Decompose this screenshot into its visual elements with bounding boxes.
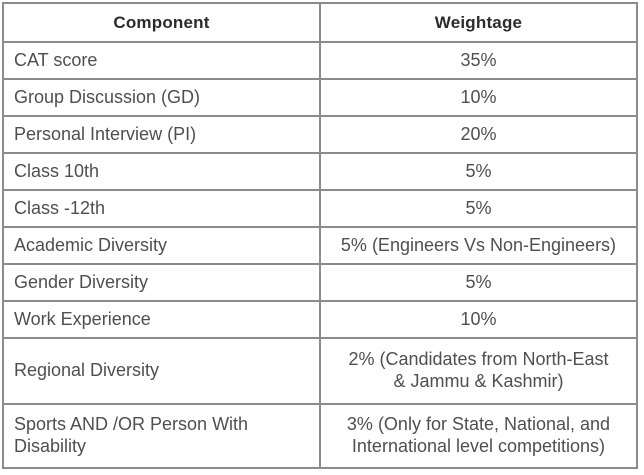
weightage-cell: 5% bbox=[319, 263, 638, 302]
component-cell: Sports AND /OR Person With Disability bbox=[2, 403, 321, 469]
column-header-weightage: Weightage bbox=[319, 2, 638, 43]
weightage-cell: 2% (Candidates from North-East & Jammu &… bbox=[319, 337, 638, 405]
table-row: Group Discussion (GD) 10% bbox=[2, 78, 638, 117]
weightage-cell: 5% (Engineers Vs Non-Engineers) bbox=[319, 226, 638, 265]
weightage-cell: 5% bbox=[319, 152, 638, 191]
component-cell: Gender Diversity bbox=[2, 263, 321, 302]
table-row: Academic Diversity 5% (Engineers Vs Non-… bbox=[2, 226, 638, 265]
component-cell: Class -12th bbox=[2, 189, 321, 228]
component-cell: Group Discussion (GD) bbox=[2, 78, 321, 117]
weightage-cell: 3% (Only for State, National, and Intern… bbox=[319, 403, 638, 469]
table-row: Gender Diversity 5% bbox=[2, 263, 638, 302]
table-row: Class -12th 5% bbox=[2, 189, 638, 228]
weightage-table: Component Weightage CAT score 35% Group … bbox=[2, 2, 638, 469]
table-row: Personal Interview (PI) 20% bbox=[2, 115, 638, 154]
weightage-cell: 35% bbox=[319, 41, 638, 80]
table-row: Class 10th 5% bbox=[2, 152, 638, 191]
table-row: Sports AND /OR Person With Disability 3%… bbox=[2, 403, 638, 469]
weightage-cell: 20% bbox=[319, 115, 638, 154]
table-row: CAT score 35% bbox=[2, 41, 638, 80]
weightage-cell: 5% bbox=[319, 189, 638, 228]
component-cell: CAT score bbox=[2, 41, 321, 80]
component-cell: Academic Diversity bbox=[2, 226, 321, 265]
component-cell: Regional Diversity bbox=[2, 337, 321, 405]
weightage-cell: 10% bbox=[319, 78, 638, 117]
component-cell: Class 10th bbox=[2, 152, 321, 191]
table-row: Work Experience 10% bbox=[2, 300, 638, 339]
header-row: Component Weightage bbox=[2, 2, 638, 43]
component-cell: Work Experience bbox=[2, 300, 321, 339]
component-cell: Personal Interview (PI) bbox=[2, 115, 321, 154]
weightage-cell: 10% bbox=[319, 300, 638, 339]
table-row: Regional Diversity 2% (Candidates from N… bbox=[2, 337, 638, 405]
column-header-component: Component bbox=[2, 2, 321, 43]
